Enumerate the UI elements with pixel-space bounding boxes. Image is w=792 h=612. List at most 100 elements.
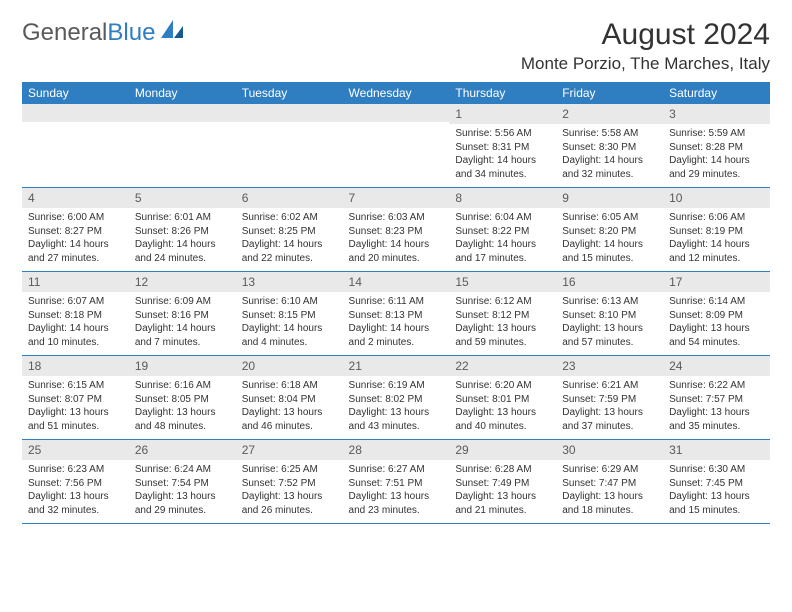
calendar-cell xyxy=(22,104,129,188)
daylight-text: Daylight: 13 hours and 37 minutes. xyxy=(562,406,657,433)
sail-icon xyxy=(159,18,185,47)
day-number: 11 xyxy=(22,272,129,292)
day-info: Sunrise: 5:58 AMSunset: 8:30 PMDaylight:… xyxy=(556,124,663,187)
sunrise-text: Sunrise: 6:00 AM xyxy=(28,211,123,225)
day-number: 3 xyxy=(663,104,770,124)
day-number: 1 xyxy=(449,104,556,124)
day-header: Sunday xyxy=(22,82,129,104)
day-info: Sunrise: 6:11 AMSunset: 8:13 PMDaylight:… xyxy=(343,292,450,355)
calendar-cell: 27Sunrise: 6:25 AMSunset: 7:52 PMDayligh… xyxy=(236,440,343,524)
day-number: 12 xyxy=(129,272,236,292)
sunset-text: Sunset: 8:31 PM xyxy=(455,141,550,155)
day-info xyxy=(343,122,450,182)
calendar-cell: 15Sunrise: 6:12 AMSunset: 8:12 PMDayligh… xyxy=(449,272,556,356)
calendar-cell: 5Sunrise: 6:01 AMSunset: 8:26 PMDaylight… xyxy=(129,188,236,272)
day-header: Tuesday xyxy=(236,82,343,104)
calendar-cell: 9Sunrise: 6:05 AMSunset: 8:20 PMDaylight… xyxy=(556,188,663,272)
sunrise-text: Sunrise: 6:15 AM xyxy=(28,379,123,393)
calendar-cell: 20Sunrise: 6:18 AMSunset: 8:04 PMDayligh… xyxy=(236,356,343,440)
day-number xyxy=(22,104,129,122)
month-title: August 2024 xyxy=(521,18,770,52)
day-info xyxy=(129,122,236,182)
day-info xyxy=(22,122,129,182)
calendar-cell: 31Sunrise: 6:30 AMSunset: 7:45 PMDayligh… xyxy=(663,440,770,524)
calendar-cell: 8Sunrise: 6:04 AMSunset: 8:22 PMDaylight… xyxy=(449,188,556,272)
day-number xyxy=(129,104,236,122)
day-info: Sunrise: 6:06 AMSunset: 8:19 PMDaylight:… xyxy=(663,208,770,271)
daylight-text: Daylight: 14 hours and 4 minutes. xyxy=(242,322,337,349)
calendar-cell xyxy=(129,104,236,188)
daylight-text: Daylight: 14 hours and 22 minutes. xyxy=(242,238,337,265)
sunset-text: Sunset: 8:27 PM xyxy=(28,225,123,239)
sunrise-text: Sunrise: 6:09 AM xyxy=(135,295,230,309)
sunrise-text: Sunrise: 6:27 AM xyxy=(349,463,444,477)
calendar-cell: 19Sunrise: 6:16 AMSunset: 8:05 PMDayligh… xyxy=(129,356,236,440)
day-info: Sunrise: 6:09 AMSunset: 8:16 PMDaylight:… xyxy=(129,292,236,355)
sunrise-text: Sunrise: 6:28 AM xyxy=(455,463,550,477)
sunset-text: Sunset: 8:18 PM xyxy=(28,309,123,323)
calendar-cell: 21Sunrise: 6:19 AMSunset: 8:02 PMDayligh… xyxy=(343,356,450,440)
day-info: Sunrise: 6:16 AMSunset: 8:05 PMDaylight:… xyxy=(129,376,236,439)
daylight-text: Daylight: 13 hours and 40 minutes. xyxy=(455,406,550,433)
daylight-text: Daylight: 13 hours and 15 minutes. xyxy=(669,490,764,517)
daylight-text: Daylight: 13 hours and 57 minutes. xyxy=(562,322,657,349)
sunset-text: Sunset: 8:04 PM xyxy=(242,393,337,407)
day-header: Monday xyxy=(129,82,236,104)
daylight-text: Daylight: 14 hours and 27 minutes. xyxy=(28,238,123,265)
calendar-body: 1Sunrise: 5:56 AMSunset: 8:31 PMDaylight… xyxy=(22,104,770,524)
daylight-text: Daylight: 14 hours and 10 minutes. xyxy=(28,322,123,349)
day-number xyxy=(343,104,450,122)
day-number: 24 xyxy=(663,356,770,376)
calendar-cell: 18Sunrise: 6:15 AMSunset: 8:07 PMDayligh… xyxy=(22,356,129,440)
brand-word1: General xyxy=(22,19,107,47)
sunrise-text: Sunrise: 6:05 AM xyxy=(562,211,657,225)
day-number: 4 xyxy=(22,188,129,208)
day-info: Sunrise: 6:30 AMSunset: 7:45 PMDaylight:… xyxy=(663,460,770,523)
day-info: Sunrise: 6:19 AMSunset: 8:02 PMDaylight:… xyxy=(343,376,450,439)
day-header: Saturday xyxy=(663,82,770,104)
day-number: 15 xyxy=(449,272,556,292)
day-info: Sunrise: 6:03 AMSunset: 8:23 PMDaylight:… xyxy=(343,208,450,271)
day-number xyxy=(236,104,343,122)
daylight-text: Daylight: 14 hours and 34 minutes. xyxy=(455,154,550,181)
daylight-text: Daylight: 13 hours and 43 minutes. xyxy=(349,406,444,433)
day-header: Wednesday xyxy=(343,82,450,104)
title-block: August 2024 Monte Porzio, The Marches, I… xyxy=(521,18,770,74)
day-info: Sunrise: 6:04 AMSunset: 8:22 PMDaylight:… xyxy=(449,208,556,271)
day-info: Sunrise: 6:25 AMSunset: 7:52 PMDaylight:… xyxy=(236,460,343,523)
day-info: Sunrise: 6:12 AMSunset: 8:12 PMDaylight:… xyxy=(449,292,556,355)
sunrise-text: Sunrise: 6:02 AM xyxy=(242,211,337,225)
calendar-cell: 1Sunrise: 5:56 AMSunset: 8:31 PMDaylight… xyxy=(449,104,556,188)
calendar-cell: 3Sunrise: 5:59 AMSunset: 8:28 PMDaylight… xyxy=(663,104,770,188)
sunset-text: Sunset: 7:59 PM xyxy=(562,393,657,407)
day-info: Sunrise: 6:07 AMSunset: 8:18 PMDaylight:… xyxy=(22,292,129,355)
sunset-text: Sunset: 8:02 PM xyxy=(349,393,444,407)
location-subtitle: Monte Porzio, The Marches, Italy xyxy=(521,54,770,74)
day-header: Friday xyxy=(556,82,663,104)
calendar-cell: 10Sunrise: 6:06 AMSunset: 8:19 PMDayligh… xyxy=(663,188,770,272)
calendar-week-row: 18Sunrise: 6:15 AMSunset: 8:07 PMDayligh… xyxy=(22,356,770,440)
calendar-week-row: 4Sunrise: 6:00 AMSunset: 8:27 PMDaylight… xyxy=(22,188,770,272)
daylight-text: Daylight: 13 hours and 48 minutes. xyxy=(135,406,230,433)
sunset-text: Sunset: 8:26 PM xyxy=(135,225,230,239)
calendar-week-row: 1Sunrise: 5:56 AMSunset: 8:31 PMDaylight… xyxy=(22,104,770,188)
sunrise-text: Sunrise: 6:29 AM xyxy=(562,463,657,477)
calendar-cell: 13Sunrise: 6:10 AMSunset: 8:15 PMDayligh… xyxy=(236,272,343,356)
sunset-text: Sunset: 7:57 PM xyxy=(669,393,764,407)
day-number: 21 xyxy=(343,356,450,376)
calendar-cell xyxy=(343,104,450,188)
day-number: 20 xyxy=(236,356,343,376)
sunset-text: Sunset: 8:25 PM xyxy=(242,225,337,239)
sunrise-text: Sunrise: 6:19 AM xyxy=(349,379,444,393)
day-number: 14 xyxy=(343,272,450,292)
calendar-week-row: 25Sunrise: 6:23 AMSunset: 7:56 PMDayligh… xyxy=(22,440,770,524)
sunrise-text: Sunrise: 6:20 AM xyxy=(455,379,550,393)
sunset-text: Sunset: 8:13 PM xyxy=(349,309,444,323)
day-info: Sunrise: 5:59 AMSunset: 8:28 PMDaylight:… xyxy=(663,124,770,187)
daylight-text: Daylight: 14 hours and 2 minutes. xyxy=(349,322,444,349)
page-header: GeneralBlue August 2024 Monte Porzio, Th… xyxy=(22,18,770,74)
brand-word2: Blue xyxy=(107,19,155,47)
sunset-text: Sunset: 7:45 PM xyxy=(669,477,764,491)
day-info: Sunrise: 6:13 AMSunset: 8:10 PMDaylight:… xyxy=(556,292,663,355)
day-info: Sunrise: 6:02 AMSunset: 8:25 PMDaylight:… xyxy=(236,208,343,271)
